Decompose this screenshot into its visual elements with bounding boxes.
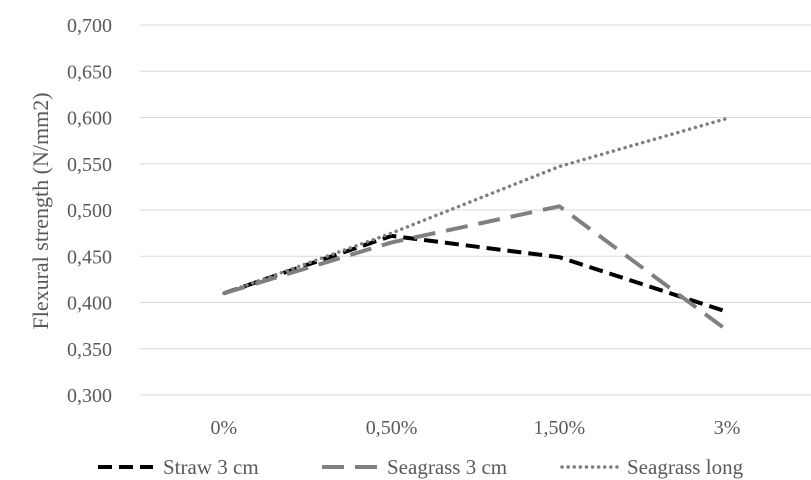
legend: Straw 3 cm Seagrass 3 cm Seagrass long	[98, 455, 744, 479]
y-axis-ticks: 0,300 0,350 0,400 0,450 0,500 0,550 0,600 0,650…	[67, 15, 112, 407]
series-line-2	[223, 204, 729, 332]
y-tick-label: 0,650	[67, 61, 112, 83]
legend-label: Seagrass long	[627, 455, 744, 479]
gridlines	[140, 24, 811, 396]
series-line-1	[223, 233, 728, 314]
x-tick-label: 0,50%	[366, 417, 418, 439]
y-tick-label: 0,400	[67, 293, 112, 315]
y-tick-label: 0,700	[67, 15, 112, 37]
y-tick-label: 0,500	[67, 200, 112, 222]
series-lines	[222, 116, 729, 332]
y-tick-label: 0,550	[67, 154, 112, 176]
x-tick-label: 3%	[714, 417, 741, 439]
y-tick-label: 0,350	[67, 339, 112, 361]
x-tick-label: 1,50%	[534, 417, 586, 439]
legend-label: Seagrass 3 cm	[387, 455, 507, 479]
legend-label: Straw 3 cm	[163, 455, 259, 479]
y-tick-label: 0,600	[67, 108, 112, 130]
y-tick-label: 0,450	[67, 246, 112, 268]
x-tick-label: 0%	[211, 417, 238, 439]
x-axis-ticks: 0% 0,50% 1,50% 3%	[211, 417, 741, 439]
y-tick-label: 0,300	[67, 385, 112, 407]
y-axis-label: Flexural strength (N/mm2)	[28, 92, 53, 329]
series-line-3	[222, 116, 729, 296]
